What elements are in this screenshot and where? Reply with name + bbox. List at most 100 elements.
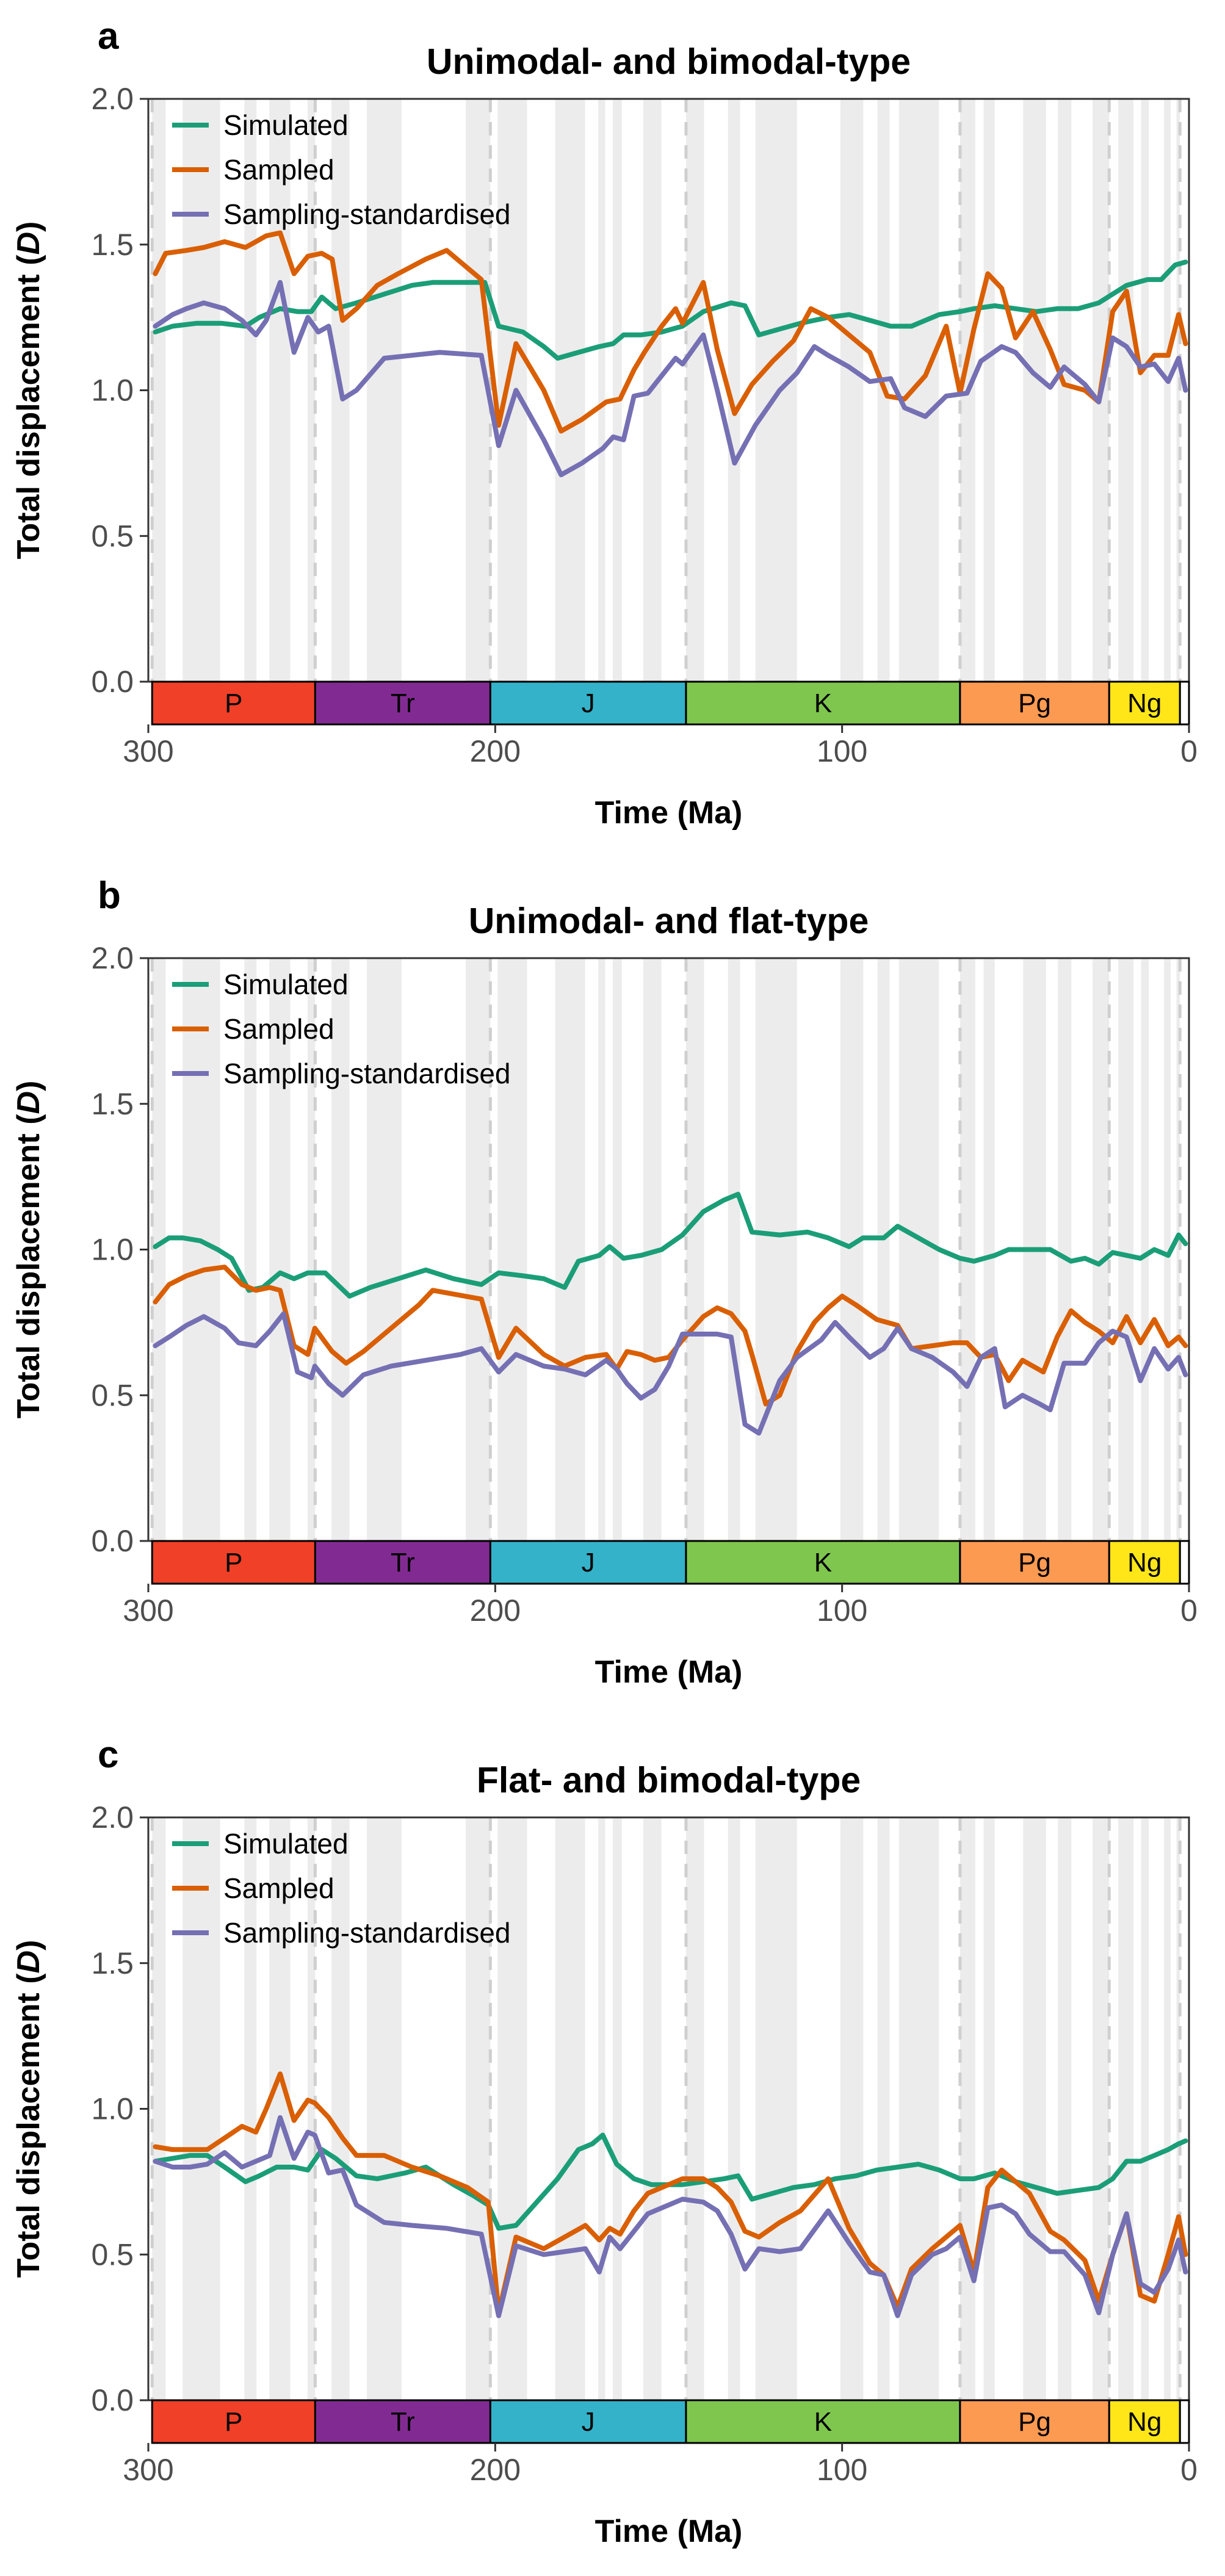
stage-band — [307, 958, 316, 1541]
stage-band — [612, 99, 622, 682]
y-tick-label: 1.5 — [91, 1946, 134, 1980]
period-box-k — [685, 1540, 961, 1585]
series-line-simulated — [153, 259, 1188, 361]
stage-band — [1141, 1817, 1149, 2400]
legend-label: Sampled — [223, 154, 334, 186]
stage-band — [685, 99, 704, 682]
panel-title: Flat- and bimodal-type — [477, 1760, 861, 1800]
stage-band — [840, 1817, 864, 2400]
period-label: Pg — [1018, 2407, 1051, 2437]
period-box-ng — [1108, 2399, 1181, 2444]
stage-band — [152, 1817, 166, 2400]
stage-band — [1141, 958, 1149, 1541]
stage-band — [182, 1817, 220, 2400]
period-box-pg — [959, 2399, 1110, 2444]
stage-band — [1058, 1817, 1072, 2400]
stage-band — [598, 958, 605, 1541]
stage-band — [755, 1817, 797, 2400]
series-line-standardised — [153, 1311, 1188, 1436]
stage-band — [959, 1817, 975, 2400]
stage-band — [497, 99, 527, 682]
stage-band — [1058, 99, 1072, 682]
x-tick-label: 300 — [123, 1593, 173, 1628]
x-tick-label: 200 — [470, 2453, 521, 2487]
period-box-tr — [314, 1540, 491, 1585]
stage-band — [331, 1817, 350, 2400]
panel-a: 0.0 0.5 1.0 1.5 2.0 P Tr J K Pg Ng 300 200 100 0 Time (… — [11, 15, 1198, 831]
stage-band — [983, 958, 995, 1541]
stage-band — [182, 99, 220, 682]
stage-band — [685, 1817, 704, 2400]
panel-letter: b — [98, 875, 121, 917]
series-line-standardised — [153, 2115, 1188, 2318]
y-tick-label: 1.0 — [91, 373, 134, 408]
stage-band — [1164, 99, 1171, 682]
stage-band — [755, 99, 797, 682]
stage-band — [612, 958, 622, 1541]
period-label: K — [814, 2407, 832, 2437]
period-label: Tr — [391, 2407, 415, 2437]
stage-band — [1164, 1817, 1171, 2400]
x-tick-label: 100 — [817, 734, 867, 768]
x-tick-label: 100 — [817, 2453, 867, 2487]
series-line-sampled — [153, 1265, 1188, 1407]
stage-band — [1118, 1817, 1134, 2400]
legend-label: Sampled — [223, 1013, 334, 1045]
legend-label: Sampled — [223, 1872, 334, 1904]
stage-band — [1176, 958, 1180, 1541]
stage-band — [1141, 99, 1149, 682]
period-box-j — [489, 680, 687, 726]
series-line-sampled — [153, 230, 1188, 434]
quaternary-box — [1179, 2399, 1190, 2444]
legend-label: Simulated — [223, 109, 349, 141]
x-tick-label: 300 — [123, 2453, 173, 2487]
stage-band — [367, 99, 402, 682]
stage-band — [877, 1817, 890, 2400]
stage-band — [1176, 1817, 1180, 2400]
period-label: P — [225, 1548, 242, 1578]
period-box-tr — [314, 680, 491, 726]
panel-b: 0.0 0.5 1.0 1.5 2.0 P Tr J K Pg Ng 300 200 100 0 Time (… — [11, 875, 1198, 1690]
y-tick-label: 0.0 — [91, 665, 134, 699]
y-axis-title: Total displacement (D) — [11, 1940, 46, 2278]
period-label: P — [225, 688, 242, 718]
period-label: Tr — [391, 1548, 415, 1578]
stage-band — [728, 1817, 740, 2400]
period-label: K — [814, 1548, 832, 1578]
stage-band — [307, 1817, 316, 2400]
stage-band — [466, 1817, 491, 2400]
x-axis-title: Time (Ma) — [595, 2514, 743, 2549]
stage-band — [555, 958, 585, 1541]
stage-band — [1093, 958, 1110, 1541]
series-line-simulated — [153, 1191, 1188, 1299]
period-label: J — [582, 688, 595, 718]
x-tick-label: 200 — [470, 1593, 521, 1628]
period-label: K — [814, 688, 832, 718]
x-axis-title: Time (Ma) — [595, 1654, 743, 1690]
stage-band — [555, 99, 585, 682]
y-tick-label: 1.5 — [91, 1087, 134, 1121]
stage-band — [728, 958, 740, 1541]
x-tick-label: 0 — [1180, 734, 1198, 768]
y-axis-title: Total displacement (D) — [11, 1081, 46, 1419]
stage-band — [307, 99, 316, 682]
quaternary-box — [1179, 1540, 1190, 1585]
stage-band — [643, 1817, 662, 2400]
y-tick-label: 0.0 — [91, 1524, 134, 1558]
period-box-p — [151, 2399, 316, 2444]
stage-band — [755, 958, 797, 1541]
stage-band — [497, 1817, 527, 2400]
period-label: J — [582, 1548, 595, 1578]
period-label: Tr — [391, 688, 415, 718]
legend-label: Sampling-standardised — [223, 198, 511, 230]
legend-label: Sampling-standardised — [223, 1058, 511, 1089]
stage-band — [898, 958, 939, 1541]
y-tick-label: 0.5 — [91, 2237, 134, 2271]
stage-band — [269, 958, 291, 1541]
quaternary-box — [1179, 680, 1190, 726]
stage-band — [1164, 958, 1171, 1541]
period-box-j — [489, 1540, 687, 1585]
y-tick-label: 1.5 — [91, 228, 134, 262]
stage-band — [367, 1817, 402, 2400]
